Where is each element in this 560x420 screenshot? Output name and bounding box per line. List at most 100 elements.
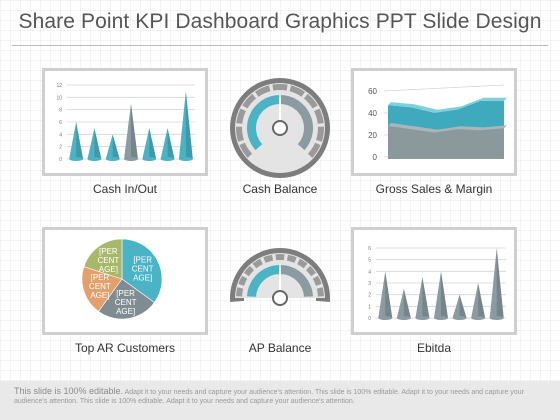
slide-title: Share Point KPI Dashboard Graphics PPT S… (18, 10, 542, 33)
bar-cone (396, 288, 411, 318)
bar-cone (378, 271, 393, 318)
bar-cone-base (434, 316, 448, 320)
gross-sales-panel: 0 20 40 60 (351, 68, 517, 176)
footer-lead: This slide is 100% editable. (14, 386, 124, 396)
bar-cone (142, 128, 157, 159)
gauge-tick (236, 126, 244, 142)
y-tick-label: 0 (59, 157, 62, 163)
bar-cone-base (378, 316, 393, 320)
bar-cone-shade (185, 91, 193, 159)
gauge-tick (289, 85, 305, 97)
gross-sales-caption: Gross Sales & Margin (375, 182, 493, 196)
pie-slice-label: [PER CENT AGE] (89, 273, 111, 300)
bar-cone-shade (149, 128, 157, 159)
bar-cone-base (415, 316, 430, 320)
pie-slice-label: [PER CENT AGE] (132, 255, 154, 282)
gauge-tick (286, 254, 297, 263)
ebitda-caption: Ebitda (416, 341, 452, 355)
y-tick-label: 5 (368, 258, 371, 264)
bar-cone-shade (112, 134, 120, 159)
gauge-tick (307, 142, 321, 158)
footer-text: Adapt it to your needs and capture your … (14, 389, 524, 405)
gauge-tick (303, 93, 318, 109)
gauge-tick (312, 275, 322, 286)
y-tick-label: 60 (368, 87, 377, 96)
bar-cone (124, 103, 138, 159)
bar-cone-shade (459, 294, 467, 318)
bar-cone-base (87, 157, 102, 161)
top-ar-pie-chart: [PER CENT AGE][PER CENT AGE][PER CENT AGE][PER… (81, 238, 163, 320)
cash-in-out-chart: 0 2 4 6 8 10 12 (56, 83, 195, 163)
gauge-tick (314, 108, 324, 124)
bar-cone-shade (167, 128, 175, 159)
gauge-hub (272, 120, 288, 136)
bar-cone-shade (403, 288, 411, 318)
gauge-tick (243, 265, 254, 277)
bar-cone-shade (441, 271, 448, 318)
y-tick-label: 3 (368, 281, 371, 287)
gauge-tick (316, 126, 324, 142)
gross-sales-chart: 0 20 40 60 (368, 84, 507, 162)
ebitda-panel: 0 1 2 3 4 5 6 (351, 227, 517, 335)
pie-slice (121, 238, 163, 303)
bar-cone (69, 122, 84, 159)
bar-cone-base (452, 316, 467, 320)
gauge-tick (242, 93, 257, 109)
bar-cone-shade (131, 103, 138, 159)
gauge-tick (275, 254, 285, 261)
cash-balance-gauge (230, 78, 330, 178)
bar-cone-base (105, 157, 120, 161)
bar-cone-base (124, 157, 138, 161)
cash-balance-caption: Cash Balance (242, 182, 318, 196)
gauge-tick (263, 254, 274, 263)
ap-balance-gauge (230, 248, 330, 306)
bar-cone-shade (385, 271, 393, 318)
top-ar-panel: [PER CENT AGE] [PER CENT AGE] [PER CENT AGE] [PER… (42, 227, 208, 335)
gauge-value-arc (247, 95, 280, 151)
gauge-tick (255, 85, 271, 97)
bar-cone-base (69, 157, 84, 161)
gauge-tick (272, 84, 288, 91)
y-tick-label: 40 (368, 109, 377, 118)
y-tick-label: 0 (368, 316, 371, 322)
bar-cone (452, 294, 467, 318)
bar-cone (415, 277, 430, 318)
y-tick-label: 4 (368, 269, 371, 275)
bar-cone-shade (422, 277, 430, 318)
gauge-tick (236, 287, 244, 297)
pie-slice (98, 278, 155, 320)
bar-cone-shade (496, 248, 504, 318)
gauge-tick (306, 265, 317, 277)
pie-slice-label: [PER CENT AGE] (97, 247, 119, 274)
y-tick-label: 1 (368, 304, 371, 310)
bar-cone-shade (94, 128, 102, 159)
y-tick-label: 2 (368, 293, 371, 299)
y-tick-label: 8 (59, 108, 62, 114)
gridline (383, 84, 505, 92)
bar-cone (87, 128, 102, 159)
y-tick-label: 12 (56, 83, 62, 89)
ap-balance-caption: AP Balance (248, 341, 312, 355)
bar-cone (160, 128, 175, 159)
gauge-tick (238, 275, 248, 286)
gauge-tick (316, 287, 324, 297)
pie-slice-label: [PER CENT AGE] (115, 289, 137, 316)
bar-cone (178, 91, 193, 159)
bar-cone (471, 283, 486, 318)
pie-slice (83, 238, 123, 280)
y-tick-label: 10 (56, 95, 62, 101)
gauge-tick (297, 258, 308, 269)
y-tick-label: 0 (373, 153, 378, 162)
gauge-tick (252, 258, 263, 269)
bar-cone (434, 271, 448, 318)
cash-in-out-caption: Cash In/Out (92, 182, 158, 196)
bar-cone-base (471, 316, 486, 320)
gauge-rest-arc (280, 265, 313, 297)
bar-cone-base (178, 157, 193, 161)
gauge-tick (239, 142, 253, 158)
bar-cone-base (160, 157, 175, 161)
bar-cone-base (489, 316, 504, 320)
y-tick-label: 20 (368, 131, 377, 140)
area-series-2 (388, 126, 504, 159)
bar-cone (105, 134, 120, 159)
